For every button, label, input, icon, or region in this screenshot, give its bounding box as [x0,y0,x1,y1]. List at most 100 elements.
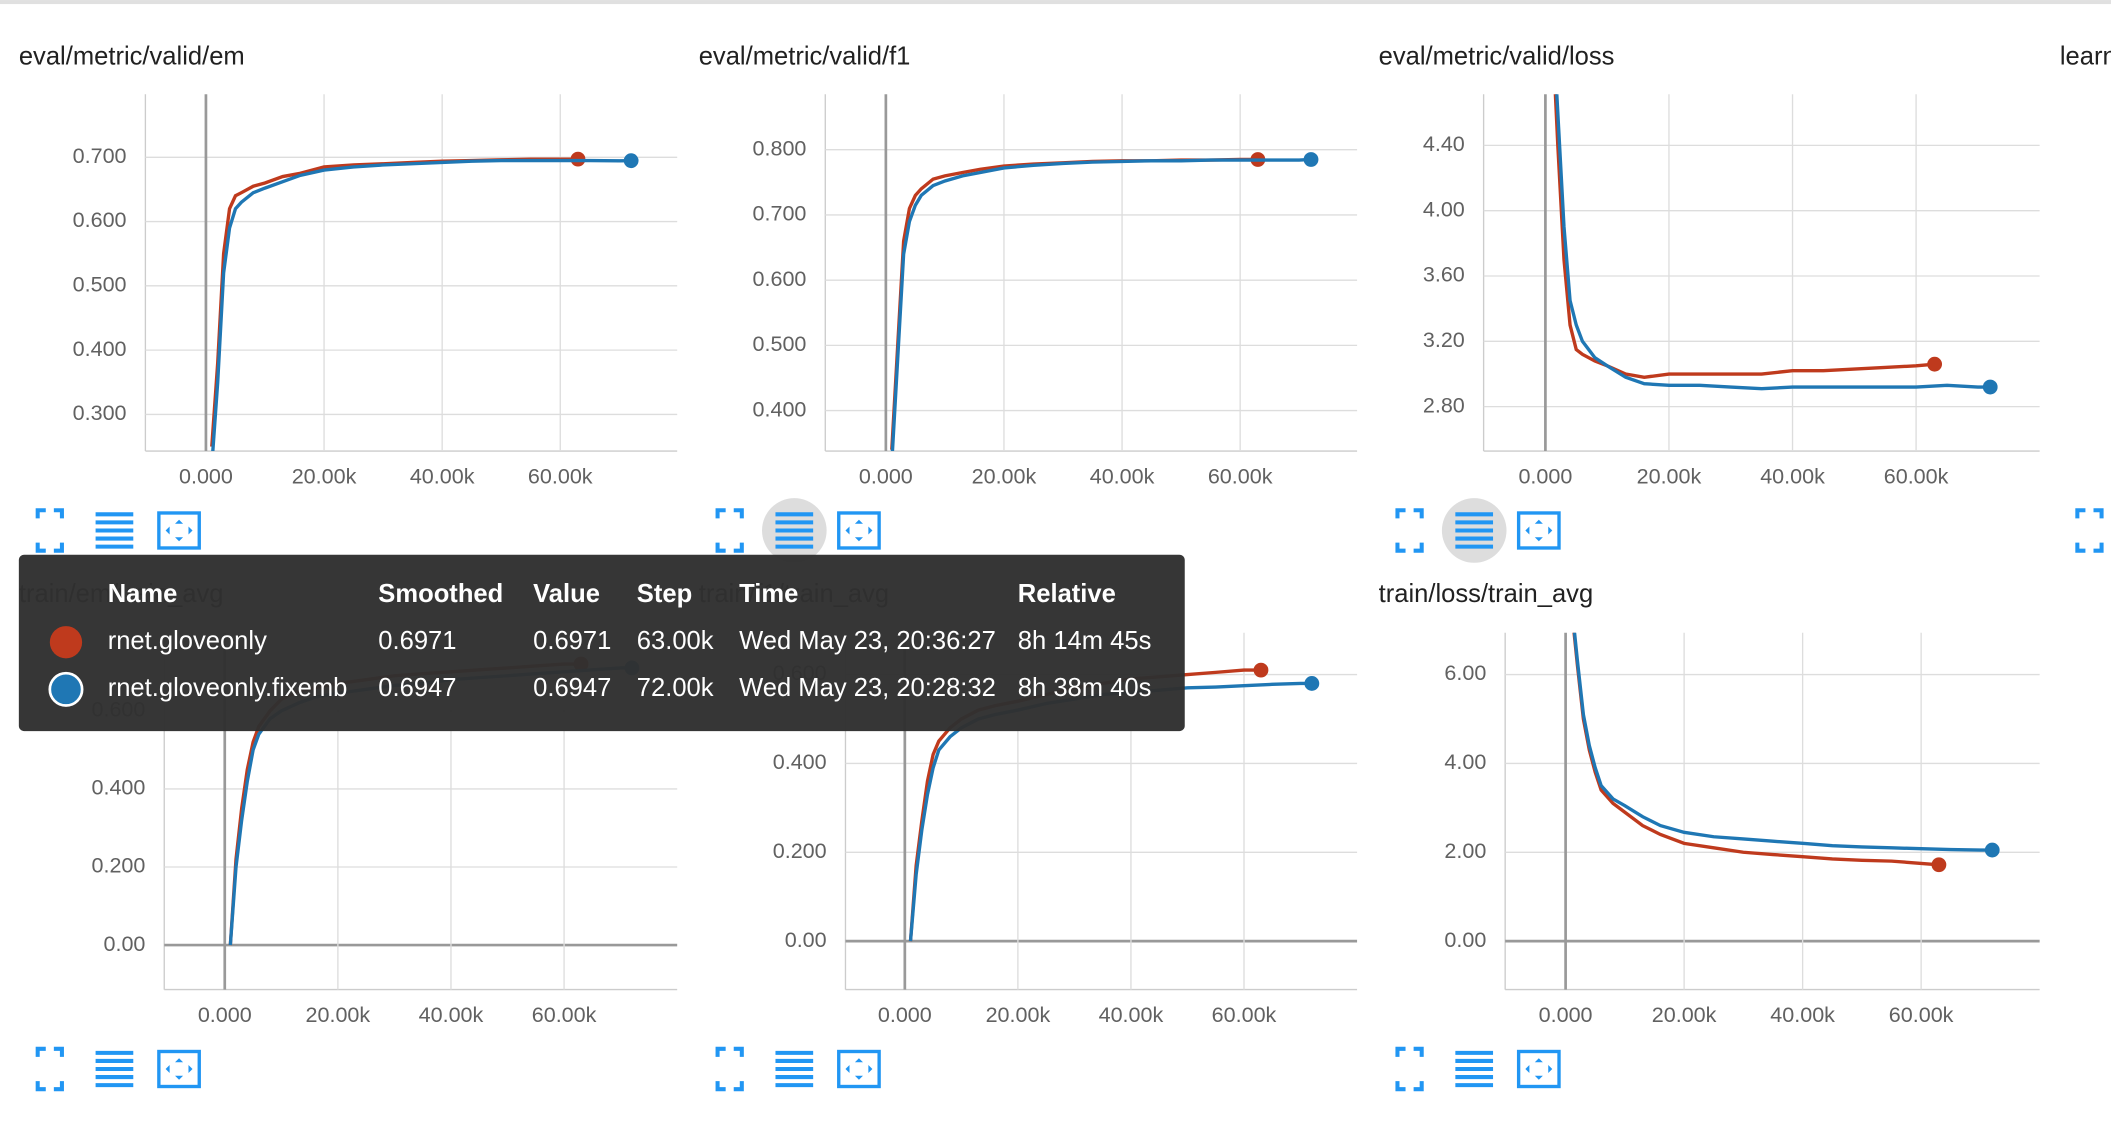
tooltip: Name Smoothed Value Step Time Relative rnet.gl… [18,554,1185,732]
data-selection-button[interactable] [1455,512,1494,549]
fit-icon-frame [837,511,881,550]
x-tick-label: 20.00k [986,1003,1051,1027]
y-tick-label: 0.00 [1444,928,1486,952]
fit-domain-button[interactable] [157,1049,201,1089]
fit-domain-button[interactable] [1516,511,1561,550]
tooltip-swatch [48,671,84,707]
y-tick-label: 0.300 [73,401,127,425]
fit-icon-arrows [845,519,873,542]
y-tick-label: 0.200 [773,839,827,863]
tooltip-cell: rnet.gloveonly.fixemb [108,674,348,702]
tooltip-header: Time [739,580,798,608]
y-tick-label: 0.400 [92,776,146,800]
x-tick-label: 0.000 [878,1003,932,1027]
fullscreen-icon [1395,508,1424,553]
x-tick-label: 0.000 [859,465,913,489]
series-line [1555,94,1991,391]
tooltip-header: Step [637,580,692,608]
series-end-dot [1253,662,1269,678]
fullscreen-icon [2075,508,2104,553]
series-end-dot [1927,356,1943,372]
fullscreen-button[interactable] [1395,508,1424,553]
tooltip-swatch [49,626,83,659]
fit-icon-frame [1516,511,1561,550]
series-line [1572,632,1993,852]
y-tick-label: 3.20 [1423,328,1465,352]
x-tick-label: 60.00k [532,1003,597,1027]
chart-toolbar [1395,498,1561,563]
x-tick-label: 20.00k [1652,1003,1717,1027]
series-line [1553,94,1935,379]
chart-toolbar [35,508,201,553]
tooltip-cell: 72.00k [637,674,714,702]
data-selection-button[interactable] [1455,1050,1494,1088]
tooltip-header: Relative [1018,580,1116,608]
fullscreen-icon [715,508,744,553]
y-tick-label: 0.400 [753,397,807,421]
x-tick-label: 40.00k [1099,1003,1164,1027]
x-tick-label: 20.00k [1637,465,1702,489]
data-selection-button[interactable] [95,1050,134,1088]
x-tick-label: 20.00k [292,465,357,489]
fullscreen-button[interactable] [1395,1046,1424,1092]
y-tick-label: 2.00 [1444,839,1486,863]
series-line [890,157,1312,452]
series-end-dot [1982,379,1998,395]
x-tick-label: 40.00k [1770,1003,1835,1027]
fullscreen-button[interactable] [715,1046,744,1092]
series-end-dot [1304,676,1320,691]
fit-domain-button[interactable] [157,511,201,550]
fit-domain-button[interactable] [837,1049,881,1089]
fullscreen-button[interactable] [35,1046,64,1092]
series-line [210,157,578,447]
y-tick-label: 0.800 [753,136,807,160]
y-tick-label: 0.400 [773,750,827,774]
fullscreen-icon [35,1046,64,1092]
y-tick-label: 4.00 [1423,197,1465,221]
x-tick-label: 40.00k [1090,465,1155,489]
data-selection-button[interactable] [95,512,134,549]
x-tick-label: 60.00k [1212,1003,1277,1027]
tooltip-cell: Wed May 23, 20:36:27 [739,627,996,655]
tooltip-cell: 0.6971 [378,627,456,655]
y-tick-label: 0.00 [103,932,145,956]
top-shadow [0,0,2111,5]
x-tick-label: 0.000 [1539,1003,1593,1027]
fit-domain-button[interactable] [1516,1049,1561,1089]
series-end-dot [623,153,639,169]
chart: eval/metric/valid/loss 2.80 3.20 3.60 4.00 4.… [1379,43,2040,489]
fullscreen-button[interactable] [35,508,64,553]
series-end-dot [1303,152,1319,167]
y-tick-label: 4.00 [1444,750,1486,774]
series-end-dot [1931,857,1947,873]
y-tick-label: 0.700 [753,202,807,226]
tooltip-cell: 8h 14m 45s [1018,627,1152,655]
fit-icon-arrows [165,1058,193,1080]
fullscreen-icon [1395,1046,1424,1092]
x-tick-label: 40.00k [419,1003,484,1027]
y-tick-label: 0.200 [92,854,146,878]
x-tick-label: 20.00k [306,1003,371,1027]
fit-icon-arrows [845,1058,873,1080]
y-tick-label: 0.600 [73,208,127,232]
data-selection-button[interactable] [775,512,814,549]
chart-title: train/loss/train_avg [1379,580,1594,608]
tooltip-cell: 63.00k [637,627,714,655]
chart-toolbar [1395,1046,1561,1092]
data-selection-button[interactable] [775,1050,814,1088]
fit-domain-button[interactable] [837,511,881,550]
series-line [890,157,1258,450]
y-tick-label: 0.500 [753,332,807,356]
fit-icon-frame [157,1049,201,1089]
fit-icon-arrows [1525,1058,1553,1080]
tooltip-header: Value [533,580,600,608]
series-line [1572,632,1940,867]
tooltip-cell: 0.6971 [533,627,611,655]
fullscreen-button[interactable] [715,508,744,553]
chart: eval/metric/valid/em 0.300 0.400 0.500 0.600… [19,43,678,489]
y-tick-label: 3.60 [1423,263,1465,287]
tooltip-cell: Wed May 23, 20:28:32 [739,674,996,702]
fullscreen-button[interactable] [2075,508,2104,553]
x-tick-label: 60.00k [1884,465,1949,489]
